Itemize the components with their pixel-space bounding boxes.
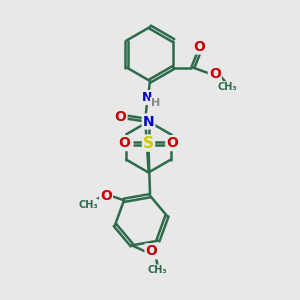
Text: CH₃: CH₃	[218, 82, 237, 92]
Text: S: S	[143, 136, 154, 151]
Text: O: O	[118, 136, 130, 150]
Text: O: O	[209, 67, 221, 80]
Text: H: H	[151, 98, 160, 108]
Text: O: O	[167, 136, 178, 150]
Text: CH₃: CH₃	[78, 200, 98, 210]
Text: CH₃: CH₃	[148, 265, 167, 275]
Text: O: O	[100, 189, 112, 203]
Text: O: O	[193, 40, 205, 53]
Text: O: O	[146, 244, 158, 258]
Text: N: N	[142, 91, 152, 104]
Text: O: O	[115, 110, 127, 124]
Text: N: N	[143, 115, 154, 128]
